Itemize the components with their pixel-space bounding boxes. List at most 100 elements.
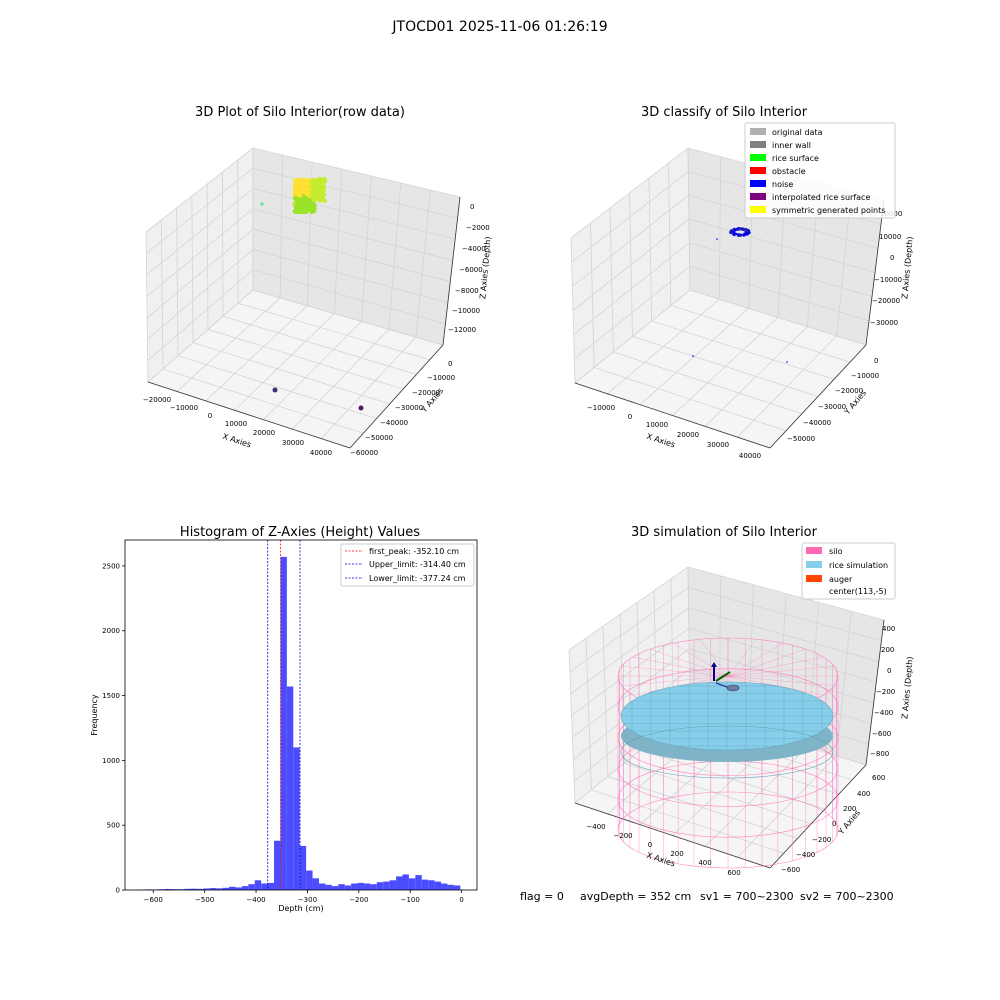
classify-x-tick: 0 [628, 413, 632, 421]
raw-point [260, 202, 264, 206]
simulation-y-tick: 400 [857, 790, 870, 798]
raw-point [292, 208, 298, 214]
histogram-bar [299, 845, 307, 890]
simulation-x-tick: 600 [727, 869, 740, 877]
histogram-bar [402, 874, 409, 890]
panel-histogram: Histogram of Z-Axies (Height) Values −60… [90, 525, 478, 913]
raw-point [310, 183, 316, 188]
raw-point [320, 186, 325, 191]
raw-z-tick: −6000 [459, 266, 483, 274]
legend-swatch-symmetric [750, 206, 766, 213]
silo-roof-line [650, 648, 729, 677]
histogram-bar [261, 883, 268, 890]
noise-point [692, 355, 694, 357]
histogram-bar [338, 884, 345, 890]
noise-point [732, 233, 735, 236]
classify-x-tick: 40000 [739, 452, 761, 460]
noise-point [742, 228, 746, 231]
status-avg-depth: avgDepth = 352 cm [580, 890, 691, 903]
histogram-x-label: Depth (cm) [278, 904, 323, 913]
histogram-y-tick-label: 2000 [102, 627, 120, 635]
status-sv2: sv2 = 700~2300 [800, 890, 894, 903]
simulation-legend: silo rice simulation auger center(113,-5… [801, 542, 896, 600]
histogram-bar [209, 888, 217, 890]
legend-label: Lower_limit: -377.24 cm [369, 574, 466, 583]
histogram-bar [267, 882, 275, 890]
histogram-y-ticks: 0 500 1000 1500 2000 2500 [102, 562, 125, 895]
x-axis-line [574, 382, 771, 449]
panel-classify-3d: 3D classify of Silo Interior −10000 0 10… [570, 105, 915, 460]
simulation-z-tick: −800 [870, 750, 889, 758]
pane-floor [148, 290, 443, 448]
histogram-bar [370, 884, 377, 890]
raw-z-tick: −4000 [462, 245, 486, 253]
raw-point [298, 207, 304, 212]
simulation-y-tick: −400 [796, 851, 815, 859]
raw-z-tick: −8000 [455, 287, 479, 295]
histogram-bar [184, 888, 191, 890]
simulation-z-tick: 0 [887, 667, 891, 675]
histogram-x-tick-label: −200 [349, 896, 368, 904]
silo-simulation [617, 637, 839, 869]
simulation-z-tick: 400 [882, 625, 895, 633]
noise-point [738, 233, 741, 236]
gridline [146, 167, 458, 254]
histogram-bar [447, 884, 454, 890]
classify-y-tick: −40000 [803, 419, 831, 427]
raw-y-ticks: 0 −10000 −20000 −30000 −40000 −50000 −60… [350, 360, 455, 457]
raw-point [309, 209, 314, 214]
noise-point [733, 229, 736, 232]
classify-z-tick: −10000 [874, 276, 902, 284]
histogram-x-tick-label: −600 [144, 896, 163, 904]
raw-z-tick: −12000 [448, 326, 476, 334]
legend-swatch-inner-wall [750, 141, 766, 148]
raw-point [295, 188, 300, 193]
center-z-arrow [711, 662, 717, 667]
simulation-y-tick: 600 [872, 774, 885, 782]
legend-box [744, 122, 896, 219]
silo-roof-line [621, 675, 729, 686]
classify-y-ticks: 0 −10000 −20000 −30000 −40000 −50000 [787, 357, 879, 443]
gridline [147, 289, 444, 383]
legend-label: obstacle [772, 167, 806, 176]
legend-swatch-silo [806, 547, 822, 554]
figure-suptitle: JTOCD01 2025-11-06 01:26:19 [391, 19, 607, 35]
histogram-y-tick-label: 2500 [102, 562, 120, 570]
histogram-bar [254, 880, 262, 890]
histogram-bar [325, 884, 332, 890]
raw-point [272, 387, 278, 393]
simulation-z-tick: −400 [874, 709, 893, 717]
silo-roof-line [727, 642, 784, 677]
raw-y-tick: −60000 [350, 449, 378, 457]
gridline [573, 242, 873, 335]
raw-z-ticks: 0 −2000 −4000 −6000 −8000 −10000 −12000 [448, 203, 490, 334]
silo-roof-line [632, 656, 729, 677]
histogram-y-tick-label: 1000 [102, 757, 120, 765]
legend-swatch-interp [750, 193, 766, 200]
histogram-x-tick-label: −400 [246, 896, 265, 904]
silo-roof-line [727, 656, 824, 677]
raw-point [315, 180, 320, 185]
silo-roof-line [727, 639, 757, 677]
gridline [574, 289, 867, 384]
legend-label: original data [772, 128, 823, 137]
gridline [574, 265, 870, 360]
center-y-axis [715, 671, 731, 682]
silo-roof-line [699, 639, 729, 677]
x-axis-line [147, 381, 351, 449]
classify-point-cloud [692, 227, 788, 363]
raw-y-tick: 0 [448, 360, 452, 368]
legend-label: interpolated rice surface [772, 193, 870, 202]
histogram-bar [434, 881, 442, 890]
simulation-x-tick: −200 [613, 832, 632, 840]
histogram-bar [203, 888, 210, 890]
histogram-bar [344, 885, 352, 890]
histogram-bar [190, 888, 197, 890]
silo-roof-line [727, 648, 806, 677]
z-axis-line [865, 619, 885, 766]
simulation-y-tick: 0 [832, 820, 836, 828]
silo-roof-line [621, 666, 729, 677]
histogram-bar [248, 884, 255, 890]
classify-y-tick: −30000 [818, 403, 846, 411]
raw-y-tick: −20000 [412, 389, 440, 397]
